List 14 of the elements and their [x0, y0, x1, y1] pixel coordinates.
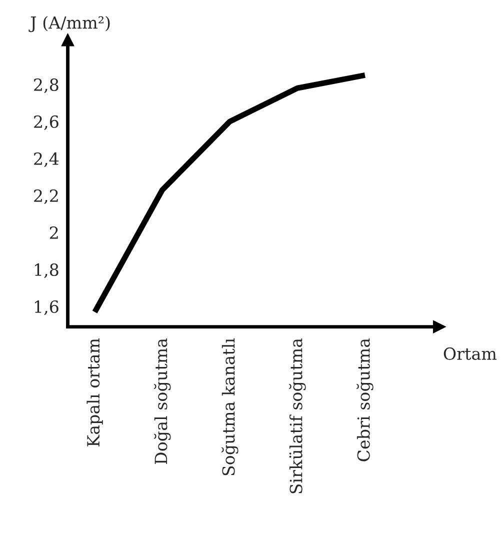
y-tick-label: 2 — [50, 226, 58, 239]
y-tick-label: 2,2 — [34, 189, 58, 204]
y-axis-title: J (A/mm²) — [28, 16, 110, 32]
y-tick-label: 2,6 — [34, 115, 58, 130]
y-tick-label: 2,4 — [34, 152, 59, 168]
y-tick-label: 1,8 — [34, 263, 58, 278]
x-tick-label: Doğal soğutma — [154, 338, 171, 464]
x-axis-title: Ortam — [444, 347, 497, 360]
x-tick-label: Kapalı ortam — [86, 338, 103, 446]
y-tick-label: 1,6 — [34, 300, 58, 316]
y-tick-label: 2,8 — [34, 78, 58, 94]
x-tick-label: Sirkülatif soğutma — [289, 338, 306, 494]
x-tick-label: Soğutma kanatlı — [221, 338, 238, 476]
x-tick-label: Cebri soğutma — [356, 338, 374, 462]
